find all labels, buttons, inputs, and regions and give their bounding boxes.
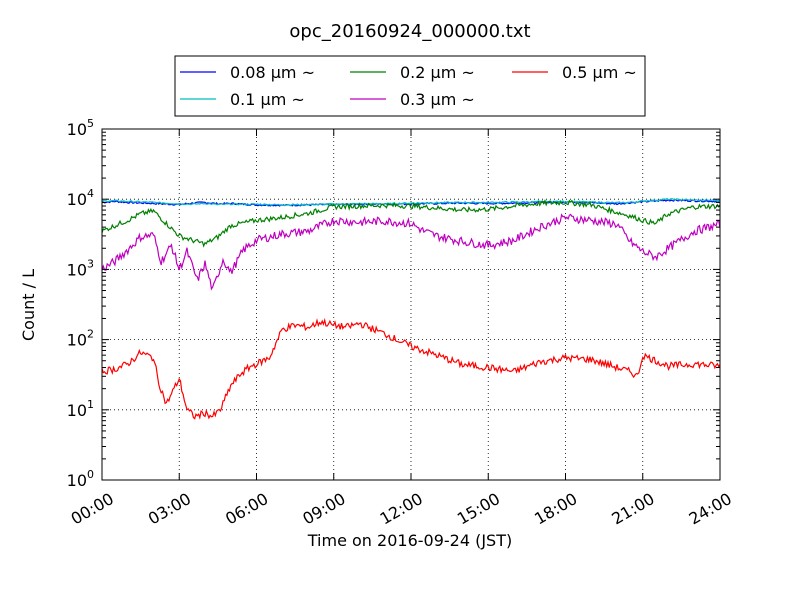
legend-frame [174,55,646,117]
y-axis-label: Count / L [19,269,38,341]
y-tick-label: 102 [67,328,94,350]
series-line [101,199,721,248]
series-line [101,197,721,207]
y-tick-label: 103 [67,257,94,279]
y-tick-label: 100 [67,468,94,490]
y-tick-label: 105 [67,117,94,139]
series-line [101,198,721,207]
legend-label: 0.1 μm ~ [230,90,305,109]
legend: 0.08 μm ~ 0.1 μm ~ 0.2 μm ~ 0.3 μm ~ 0.5 μm … [174,55,646,117]
chart-title: opc_20160924_000000.txt [289,21,530,42]
x-axis-label: Time on 2016-09-24 (JST) [307,531,512,550]
legend-label: 0.3 μm ~ [400,90,475,109]
series-line [101,213,721,291]
legend-label: 0.08 μm ~ [230,63,315,82]
plot-area [101,197,721,420]
series-line [101,317,721,420]
legend-label: 0.5 μm ~ [562,63,637,82]
legend-label: 0.2 μm ~ [400,63,475,82]
y-tick-labels: 100 101 102 103 104 105 [67,117,94,490]
ticks [101,128,721,481]
grid [102,129,720,480]
y-tick-label: 104 [67,187,94,209]
y-tick-label: 101 [67,398,94,420]
